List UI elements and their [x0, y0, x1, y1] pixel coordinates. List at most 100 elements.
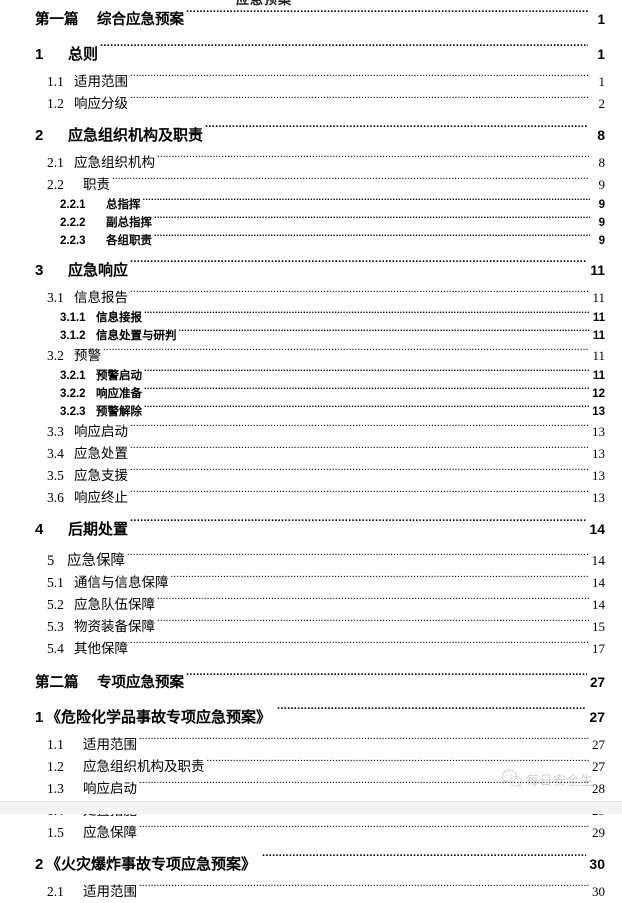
toc-entry-number: 2.2.1 [60, 199, 86, 211]
toc-entry-title: 副总指挥 [106, 217, 152, 229]
toc-leader-dots [130, 640, 589, 654]
toc-entry-page: 13 [592, 424, 605, 439]
toc-entry-page: 13 [592, 406, 605, 418]
toc-entry[interactable]: 1 总则 1 [0, 39, 622, 69]
toc-entry-page: 11 [592, 370, 605, 382]
toc-entry-title: 职责 [83, 177, 110, 192]
toc-leader-dots [144, 368, 590, 380]
toc-leader-dots [157, 596, 589, 610]
toc-entry-title: 应急保障 [83, 825, 137, 840]
toc-entry[interactable]: 1《危险化学品事故专项应急预案》 27 [0, 702, 622, 732]
toc-entry-number: 3.6 [47, 490, 64, 505]
toc-entry[interactable]: 3.2 预警 11 [0, 345, 622, 367]
toc-entry[interactable]: 第二篇 专项应急预案 27 [0, 669, 622, 697]
toc-entry-page: 14 [591, 553, 606, 568]
toc-entry-page: 12 [592, 388, 605, 400]
toc-entry-page: 27 [592, 759, 605, 774]
toc-entry[interactable]: 2《火灾爆炸事故专项应急预案》 30 [0, 849, 622, 879]
toc-entry[interactable]: 3.2.1 预警启动 11 [0, 367, 622, 385]
toc-entry-title: 适用范围 [83, 737, 137, 752]
toc-entry[interactable]: 5.1 通信与信息保障 14 [0, 572, 622, 594]
toc-entry[interactable]: 3.4 应急处置 13 [0, 443, 622, 465]
toc-entry-number: 3.4 [47, 446, 64, 461]
toc-entry[interactable]: 5.4 其他保障 17 [0, 638, 622, 660]
toc-leader-dots [130, 289, 589, 303]
toc-entry-page: 13 [592, 446, 605, 461]
toc-entry[interactable]: 4 后期处置 14 [0, 514, 622, 544]
toc-leader-dots [144, 310, 590, 322]
toc-entry[interactable]: 2.1 适用范围 30 [0, 881, 622, 903]
toc-entry-title: 应急组织机构及职责 [83, 759, 205, 774]
toc-leader-dots [154, 215, 590, 227]
toc-leader-dots [186, 10, 588, 25]
toc-entry-page: 15 [592, 619, 605, 634]
toc-entry-page: 9 [598, 177, 606, 192]
toc-entry-page: 11 [592, 312, 605, 324]
toc-entry-title: 响应终止 [74, 490, 128, 505]
toc-entry-number: 2.1 [47, 884, 64, 899]
toc-entry-title: 综合应急预案 [97, 12, 184, 28]
toc-entry-number: 3.2.1 [60, 370, 86, 382]
toc-entry-title: 物资装备保障 [74, 619, 155, 634]
toc-entry[interactable]: 2.2.3 各组职责 9 [0, 232, 622, 250]
toc-entry-number: 第二篇 [35, 675, 79, 691]
toc-entry-number: 1.2 [47, 759, 64, 774]
toc-entry-number: 3.2.3 [60, 406, 86, 418]
toc-entry-title: 应急组织机构及职责 [68, 127, 204, 144]
toc-entry-title: 各组职责 [106, 235, 152, 247]
toc-entry-number: 1.1 [47, 737, 64, 752]
toc-entry-title: 信息报告 [74, 290, 128, 305]
toc-entry-title: 其他保障 [74, 641, 128, 656]
toc-entry-title: 应急响应 [68, 262, 129, 279]
toc-entry-number: 2 [35, 856, 44, 873]
toc-entry-title: 应急队伍保障 [74, 597, 155, 612]
toc-entry-number: 1 [35, 46, 44, 63]
toc-entry[interactable]: 3.1.1 信息接报 11 [0, 309, 622, 327]
toc-entry[interactable]: 2.1 应急组织机构 8 [0, 152, 622, 174]
toc-entry-number: 5.3 [47, 619, 64, 634]
toc-leader-dots [186, 673, 587, 688]
toc-leader-dots [112, 176, 589, 190]
toc-leader-dots [127, 551, 589, 566]
toc-entry-number: 1.2 [47, 96, 64, 111]
toc-entry-number: 2.1 [47, 155, 64, 170]
toc-entry[interactable]: 1.2 响应分级 2 [0, 93, 622, 115]
toc-entry[interactable]: 1.1 适用范围 27 [0, 734, 622, 756]
toc-leader-dots [277, 707, 586, 722]
page-bottom-strip [0, 801, 622, 814]
toc-leader-dots [130, 423, 589, 437]
toc-entry[interactable]: 3.6 响应终止 13 [0, 487, 622, 509]
toc-entry[interactable]: 3.3 响应启动 13 [0, 421, 622, 443]
toc-leader-dots [103, 347, 589, 361]
toc-entry[interactable]: 2.2 职责 9 [0, 174, 622, 196]
toc-entry[interactable]: 3.5 应急支援 13 [0, 465, 622, 487]
toc-entry[interactable]: 5 应急保障 14 [0, 549, 622, 572]
toc-entry[interactable]: 第一篇 综合应急预案 1 [0, 6, 622, 34]
toc-entry[interactable]: 1.1 适用范围 1 [0, 71, 622, 93]
toc-entry[interactable]: 2 应急组织机构及职责 8 [0, 120, 622, 150]
toc-leader-dots [130, 73, 589, 87]
toc-entry[interactable]: 3.1.2 信息处置与研判 11 [0, 327, 622, 345]
toc-entry[interactable]: 5.2 应急队伍保障 14 [0, 594, 622, 616]
toc-entry[interactable]: 2.2.2 副总指挥 9 [0, 214, 622, 232]
toc-entry-number: 3.2 [47, 348, 64, 363]
toc-leader-dots [179, 328, 590, 340]
toc-entry-title: 专项应急预案 [97, 675, 184, 691]
toc-entry[interactable]: 1.3 响应启动 28 [0, 778, 622, 800]
toc-entry[interactable]: 5.3 物资装备保障 15 [0, 616, 622, 638]
toc-entry[interactable]: 1.2 应急组织机构及职责 27 [0, 756, 622, 778]
toc-leader-dots [139, 824, 589, 838]
toc-leader-dots [262, 854, 586, 869]
toc-leader-dots [143, 197, 591, 209]
toc-leader-dots [144, 386, 589, 398]
toc-entry[interactable]: 3.1 信息报告 11 [0, 287, 622, 309]
toc-entry[interactable]: 3 应急响应 11 [0, 255, 622, 285]
toc-entry[interactable]: 3.2.3 预警解除 13 [0, 403, 622, 421]
toc-entry[interactable]: 1.5 应急保障 29 [0, 822, 622, 844]
toc-entry-page: 30 [592, 884, 605, 899]
toc-entry-title: 适用范围 [74, 74, 128, 89]
toc-entry[interactable]: 3.2.2 响应准备 12 [0, 385, 622, 403]
toc-entry-number: 1 [35, 709, 44, 726]
toc-entry[interactable]: 2.2.1 总指挥 9 [0, 196, 622, 214]
toc-entry-title: 响应启动 [74, 424, 128, 439]
